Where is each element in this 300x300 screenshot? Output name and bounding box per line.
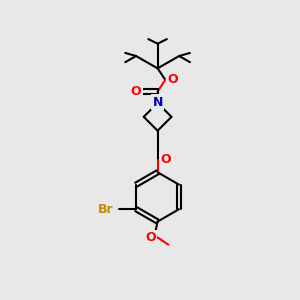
Text: Br: Br — [98, 203, 113, 216]
Text: O: O — [131, 85, 141, 98]
Text: O: O — [167, 74, 178, 86]
Text: O: O — [146, 231, 156, 244]
Text: N: N — [152, 96, 163, 109]
Text: O: O — [160, 154, 171, 166]
